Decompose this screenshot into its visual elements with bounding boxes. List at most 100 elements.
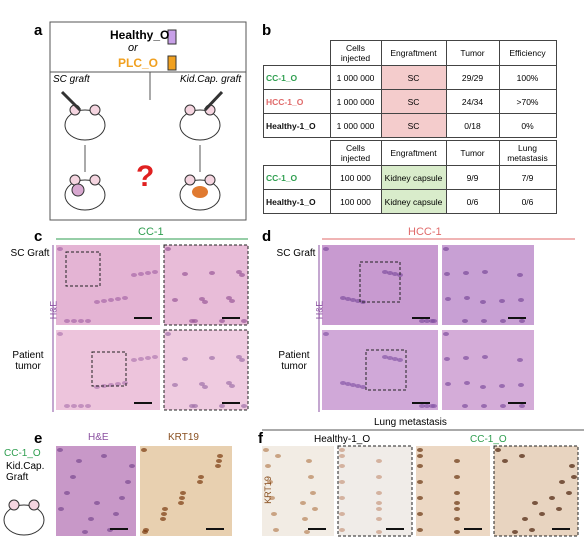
tissue <box>215 464 221 468</box>
header-cell: Tumor <box>445 140 500 166</box>
row-label: Patient tumor <box>278 350 310 372</box>
tissue <box>345 297 351 301</box>
tissue <box>131 358 137 362</box>
tissue <box>519 404 525 408</box>
tissue <box>219 319 225 323</box>
tissue <box>539 512 545 516</box>
tissue <box>145 356 151 360</box>
tumor <box>71 183 85 197</box>
row-name: Healthy-1_O <box>263 189 331 214</box>
tissue <box>219 404 225 408</box>
micrograph <box>442 330 534 410</box>
panel-title: Lung metastasis <box>374 417 447 428</box>
tissue <box>161 512 167 516</box>
tissue <box>94 300 100 304</box>
row-label: Patient tumor <box>12 350 44 372</box>
tissue <box>392 357 398 361</box>
tissue <box>454 459 460 463</box>
tissue <box>417 464 423 468</box>
tissue <box>152 355 158 359</box>
tissue <box>236 355 242 359</box>
tissue <box>64 319 70 323</box>
tissue <box>454 491 460 495</box>
row-label: SC Graft <box>276 248 316 259</box>
tissue <box>519 319 525 323</box>
tissue <box>271 512 277 516</box>
tissue <box>444 272 450 276</box>
tissue <box>209 356 215 360</box>
tissue <box>339 464 345 468</box>
header-cell: Engraftment <box>380 140 447 166</box>
micrograph <box>56 330 160 410</box>
tissue <box>559 480 565 484</box>
tissue <box>71 404 77 408</box>
micrograph <box>442 245 534 325</box>
header-cell: Tumor <box>445 40 500 66</box>
panel-label: f <box>258 430 263 447</box>
tissue <box>419 319 425 323</box>
tissue <box>417 454 423 458</box>
tissue <box>70 475 76 479</box>
panel-label: e <box>34 430 43 447</box>
micrograph <box>262 446 334 536</box>
header-cell: Cells injected <box>329 40 382 66</box>
tissue <box>376 530 382 534</box>
blank-cell <box>264 41 331 66</box>
tissue <box>376 491 382 495</box>
header-cell: Engraftment <box>380 40 447 66</box>
tissue <box>339 528 345 532</box>
mouse <box>3 504 45 536</box>
tissue <box>131 273 137 277</box>
header-cell: Lung metastasis <box>498 140 557 166</box>
tissue <box>199 297 205 301</box>
tissue <box>273 528 279 532</box>
panel-title: HCC-1 <box>408 226 442 238</box>
tissue <box>115 382 121 386</box>
tissue <box>429 319 435 323</box>
tissue <box>304 530 310 534</box>
tissue <box>180 491 186 495</box>
tissue <box>202 385 208 389</box>
tissue <box>57 247 63 251</box>
cell: Kidney capsule <box>380 165 447 190</box>
mouse-ear <box>8 499 20 511</box>
tissue <box>387 356 393 360</box>
column-label: H&E <box>88 432 109 443</box>
tissue <box>182 357 188 361</box>
tissue <box>145 271 151 275</box>
tissue <box>443 332 449 336</box>
tissue <box>417 496 423 500</box>
mouse-ear <box>28 499 40 511</box>
column-label: KRT19 <box>168 432 199 443</box>
tissue <box>143 528 149 532</box>
tissue <box>424 319 430 323</box>
tissue <box>122 296 128 300</box>
mouse <box>64 179 106 211</box>
tissue <box>101 454 107 458</box>
tissue <box>424 404 430 408</box>
micrograph <box>337 445 413 537</box>
tissue <box>209 271 215 275</box>
tissue <box>85 319 91 323</box>
panel-label: a <box>34 22 43 39</box>
cell: 0% <box>498 113 557 138</box>
tissue <box>454 501 460 505</box>
kidney <box>192 186 208 198</box>
tissue <box>57 448 63 452</box>
tissue <box>202 300 208 304</box>
tissue <box>339 454 345 458</box>
tissue <box>312 507 318 511</box>
tissue <box>376 507 382 511</box>
tissue <box>101 299 107 303</box>
tissue <box>376 475 382 479</box>
mouse-ear <box>204 174 216 186</box>
micrograph <box>163 244 249 326</box>
tissue <box>189 404 195 408</box>
or-label: or <box>128 42 138 54</box>
row-name: CC-1_O <box>263 65 331 90</box>
tissue <box>71 319 77 323</box>
micrograph <box>163 329 249 411</box>
tissue <box>182 272 188 276</box>
tissue <box>162 507 168 511</box>
tissue <box>463 271 469 275</box>
